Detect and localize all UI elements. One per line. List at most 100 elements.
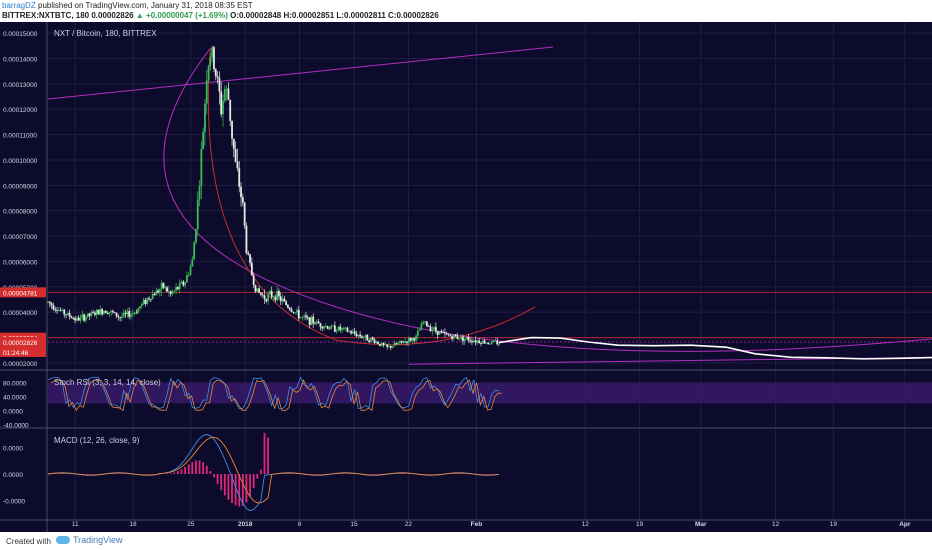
stoch-tick-label: -40.0000 (3, 422, 29, 429)
candle-body (119, 317, 122, 318)
chart-canvas[interactable]: 0.00015000 0.00014000 0.00013000 0.00012000… (0, 22, 932, 532)
candle-body (193, 242, 196, 260)
macd-hist-bar (263, 432, 266, 474)
macd-hist-bar (223, 474, 226, 496)
stoch-tick-label: 0.0000 (3, 408, 23, 415)
macd-title: MACD (12, 26, close, 9) (54, 436, 140, 445)
candle-body (496, 340, 499, 345)
author-link[interactable]: barragDZ (2, 1, 36, 10)
candle-body (462, 336, 464, 342)
candle-body (241, 197, 244, 203)
candle-body (364, 334, 367, 338)
cloud-icon (56, 536, 70, 544)
candle-body (404, 341, 407, 343)
candle-body (341, 328, 343, 330)
candle-body (180, 281, 183, 284)
candle-body (200, 148, 203, 187)
candle-body (225, 88, 228, 90)
candle-body (346, 327, 349, 332)
open-value: 0.00002826 (91, 11, 134, 20)
candle-body (371, 337, 374, 340)
price-tick-label: 0.00014000 (3, 56, 38, 63)
fib-arc-red (207, 48, 536, 346)
pane-separators (0, 22, 932, 532)
candle-body (104, 310, 107, 313)
candle-body (389, 345, 392, 348)
candle-body (333, 325, 336, 332)
candle-body (330, 325, 333, 329)
candle-body (144, 300, 147, 305)
candle-body (160, 282, 163, 290)
publish-info: published on TradingView.com, January 31… (38, 1, 253, 10)
candle-body (70, 316, 73, 319)
candle-body (427, 325, 430, 327)
candle-body (382, 343, 385, 345)
candle-body (169, 291, 172, 294)
candle-body (454, 334, 457, 337)
candle-body (139, 306, 141, 309)
candle-body (122, 312, 125, 317)
candle-body (458, 338, 461, 340)
candle-body (249, 254, 251, 263)
candle-body (373, 339, 376, 343)
candle-body (370, 337, 372, 342)
candle-body (416, 330, 419, 336)
time-tick-label: 22 (405, 521, 413, 528)
stoch-tick-label: 80.0000 (3, 380, 27, 387)
candle-body (269, 291, 271, 294)
candle-body (166, 287, 168, 292)
candle-body (490, 341, 493, 344)
candle-body (142, 300, 145, 304)
macd-hist-bar (216, 474, 219, 484)
candle-body (117, 316, 120, 318)
candle-body (321, 326, 324, 329)
candle-body (92, 312, 95, 314)
change-arrow-icon: ▲ (135, 11, 144, 20)
candle-body (54, 309, 57, 311)
time-tick-label: Apr (899, 521, 911, 528)
candle-body (47, 301, 49, 303)
candle-body (471, 340, 473, 343)
drawings (47, 46, 932, 365)
candle-body (267, 293, 269, 302)
candle-body (148, 298, 150, 299)
candle-body (368, 340, 371, 342)
candle-body (131, 313, 134, 315)
candle-body (176, 286, 179, 290)
candle-body (140, 303, 143, 307)
candle-body (296, 309, 298, 313)
projection-curve (498, 336, 932, 360)
macd-hist-bar (252, 474, 255, 489)
candle-body (261, 294, 264, 296)
macd-hist-bar (176, 471, 179, 474)
fib-arc-purple (163, 47, 932, 352)
symbol-label: BITTREX:NXTBTC, 180 (2, 11, 90, 20)
candle-body (332, 325, 334, 327)
footer: Created with TradingView (0, 532, 932, 550)
stoch-tick-label: 40.0000 (3, 394, 27, 401)
time-tick-label: 8 (298, 521, 302, 528)
candle-body (314, 323, 316, 325)
candle-body (335, 330, 338, 332)
macd-hist-bar (184, 466, 187, 474)
candle-body (456, 336, 459, 339)
tradingview-logo[interactable]: TradingView (56, 535, 123, 545)
candle-body (252, 275, 255, 285)
candle-body (245, 225, 248, 253)
macd-hist-bar (245, 474, 248, 503)
macd-hist-bar (187, 464, 190, 474)
price-tick-label: 0.00010000 (3, 158, 38, 165)
price-tick-label: 0.00011000 (3, 133, 37, 140)
candle-body (285, 301, 288, 306)
candle-body (319, 323, 322, 327)
candle-body (431, 329, 434, 332)
candle-body (406, 341, 408, 343)
candle-body (328, 328, 331, 330)
macd-hist-bar (180, 469, 183, 474)
candle-body (276, 290, 279, 301)
time-tick-label: 15 (350, 521, 358, 528)
candle-body (240, 186, 242, 198)
candle-body (205, 80, 208, 104)
candle-body (110, 310, 113, 313)
candle-body (344, 327, 347, 329)
